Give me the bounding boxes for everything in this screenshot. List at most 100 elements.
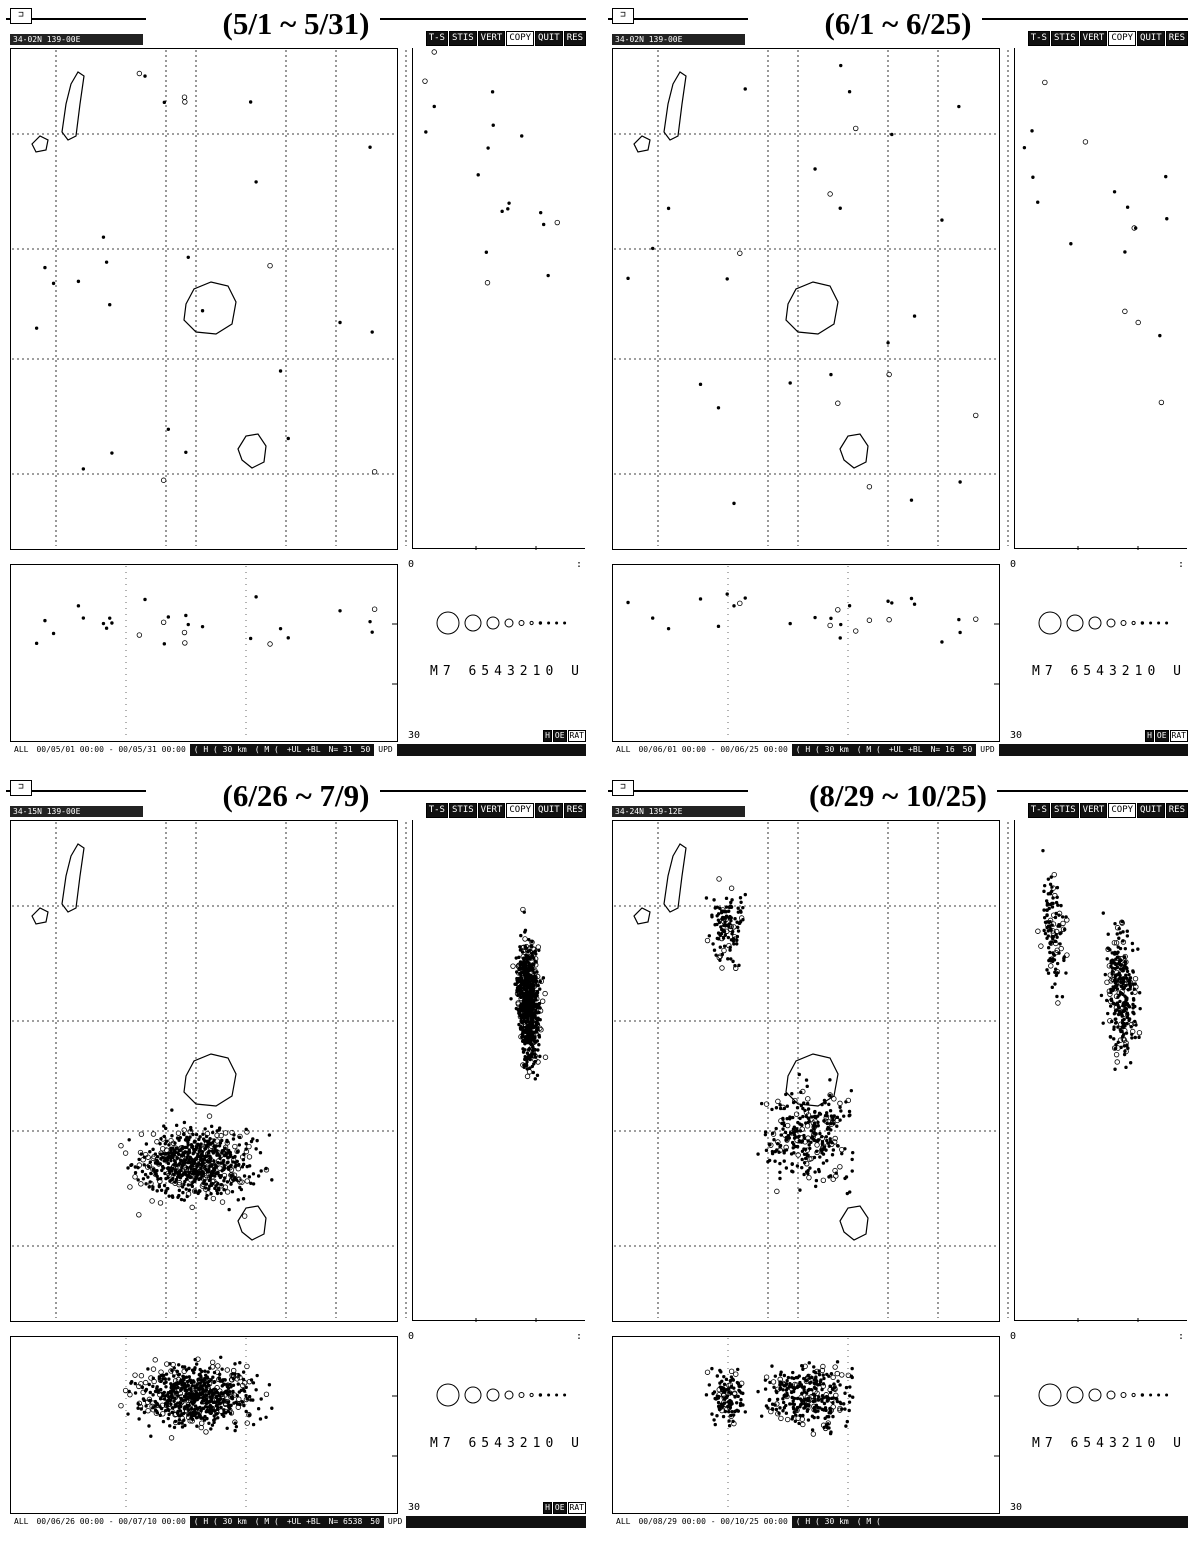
depth-event [531,1044,535,1049]
epicenter-event [698,382,703,387]
status-upd-button[interactable]: UPD [374,744,397,756]
depth-event [509,997,513,1001]
depth-event [200,624,205,629]
depth-event [1110,969,1115,974]
epicenter-event [181,1127,187,1133]
menu-res-button[interactable]: RES [1165,31,1188,46]
epicenter-event [208,1137,212,1141]
depth-section-vertical[interactable] [412,48,585,549]
menu-res-button[interactable]: RES [1165,803,1188,818]
depth-section-vertical[interactable] [1014,48,1187,549]
rat-h-button[interactable]: H [543,1502,552,1514]
status-upd-button[interactable]: UPD [976,744,999,756]
depth-event [516,962,522,968]
status-all[interactable]: ALL [612,744,635,756]
window-menu-icon[interactable]: ⊐ [612,780,634,796]
menu-stis-button[interactable]: STIS [448,31,477,46]
status-all[interactable]: ALL [612,1516,635,1528]
menu-res-button[interactable]: RES [563,31,586,46]
depth-event [136,1406,140,1410]
menu-t-s-button[interactable]: T-S [1027,31,1050,46]
menu-quit-button[interactable]: QUIT [535,31,563,46]
epicenter-event [146,1163,153,1169]
menu-quit-button[interactable]: QUIT [535,803,563,818]
rat-rat-button[interactable]: RAT [567,1502,586,1514]
window-menu-icon[interactable]: ⊐ [10,780,32,796]
depth-event [145,1407,151,1414]
status-50-button[interactable]: 50 [360,745,371,754]
rat-rat-button[interactable]: RAT [1169,730,1188,742]
depth-event [158,1413,163,1418]
status-50-button[interactable]: 50 [962,745,973,754]
epicenter-event [184,1138,188,1142]
epicenter-event [837,1100,843,1107]
epicenter-event [724,923,728,927]
menu-vert-button[interactable]: VERT [1079,803,1108,818]
menu-copy-button[interactable]: COPY [1108,803,1137,818]
depth-section-horizontal[interactable] [612,1336,1000,1514]
window-menu-icon[interactable]: ⊐ [10,8,32,24]
menu-vert-button[interactable]: VERT [477,803,506,818]
depth-section-horizontal[interactable] [10,1336,398,1514]
menu-vert-button[interactable]: VERT [1079,31,1108,46]
status-all[interactable]: ALL [10,1516,33,1528]
depth-event [422,78,428,84]
depth-event [1050,905,1055,909]
epicenter-event [973,412,979,419]
epicenter-map[interactable] [612,820,1000,1322]
menu-quit-button[interactable]: QUIT [1137,31,1165,46]
status-m: ( M ( [856,745,881,754]
epicenter-event [736,929,741,933]
depth-section-vertical[interactable] [1014,820,1187,1321]
status-upd-button[interactable]: UPD [383,1516,407,1528]
epicenter-event [827,1102,831,1107]
rat-oe-button[interactable]: OE [552,730,567,742]
menu-stis-button[interactable]: STIS [1050,31,1079,46]
rat-oe-button[interactable]: OE [552,1502,567,1514]
rat-oe-button[interactable]: OE [1154,730,1169,742]
menu-copy-button[interactable]: COPY [1108,31,1137,46]
menu-copy-button[interactable]: COPY [506,803,535,818]
island-outline [183,1053,237,1107]
depth-event [1055,885,1060,890]
menu-copy-button[interactable]: COPY [506,31,535,46]
island-outline [61,71,85,141]
epicenter-map[interactable] [612,48,1000,550]
menu-stis-button[interactable]: STIS [448,803,477,818]
depth-section-horizontal[interactable] [612,564,1000,742]
menu-t-s-button[interactable]: T-S [1027,803,1050,818]
depth-event [542,1054,549,1060]
rat-rat-button[interactable]: RAT [567,730,586,742]
depth-event [1123,250,1127,254]
depth-event [525,994,529,998]
depth-section-vertical[interactable] [412,820,585,1321]
epicenter-map[interactable] [10,820,398,1322]
depth-event [728,1379,733,1383]
epicenter-map[interactable] [10,48,398,550]
depth-event [525,1057,530,1061]
epicenter-event [185,1165,189,1170]
epicenter-event [836,1144,840,1148]
epicenter-event [173,1167,179,1174]
depth-event [546,273,550,278]
rat-h-button[interactable]: H [1145,730,1154,742]
depth-section-horizontal[interactable] [10,564,398,742]
epicenter-event [162,1134,166,1139]
window-menu-icon[interactable]: ⊐ [612,8,634,24]
rat-h-button[interactable]: H [543,730,552,742]
depth-event [793,1419,798,1423]
menu-res-button[interactable]: RES [563,803,586,818]
epicenter-event [371,469,378,475]
menu-quit-button[interactable]: QUIT [1137,803,1165,818]
menu-stis-button[interactable]: STIS [1050,803,1079,818]
depth-event [524,1073,531,1080]
epicenter-event [712,948,717,952]
status-bar: ALL 00/06/26 00:00 - 00/07/10 00:00( H ( … [10,1516,586,1528]
depth-event [809,1387,814,1392]
status-50-button[interactable]: 50 [370,1517,380,1526]
depth-event [800,1421,806,1428]
status-all[interactable]: ALL [10,744,33,756]
menu-t-s-button[interactable]: T-S [425,803,448,818]
menu-t-s-button[interactable]: T-S [425,31,448,46]
menu-vert-button[interactable]: VERT [477,31,506,46]
